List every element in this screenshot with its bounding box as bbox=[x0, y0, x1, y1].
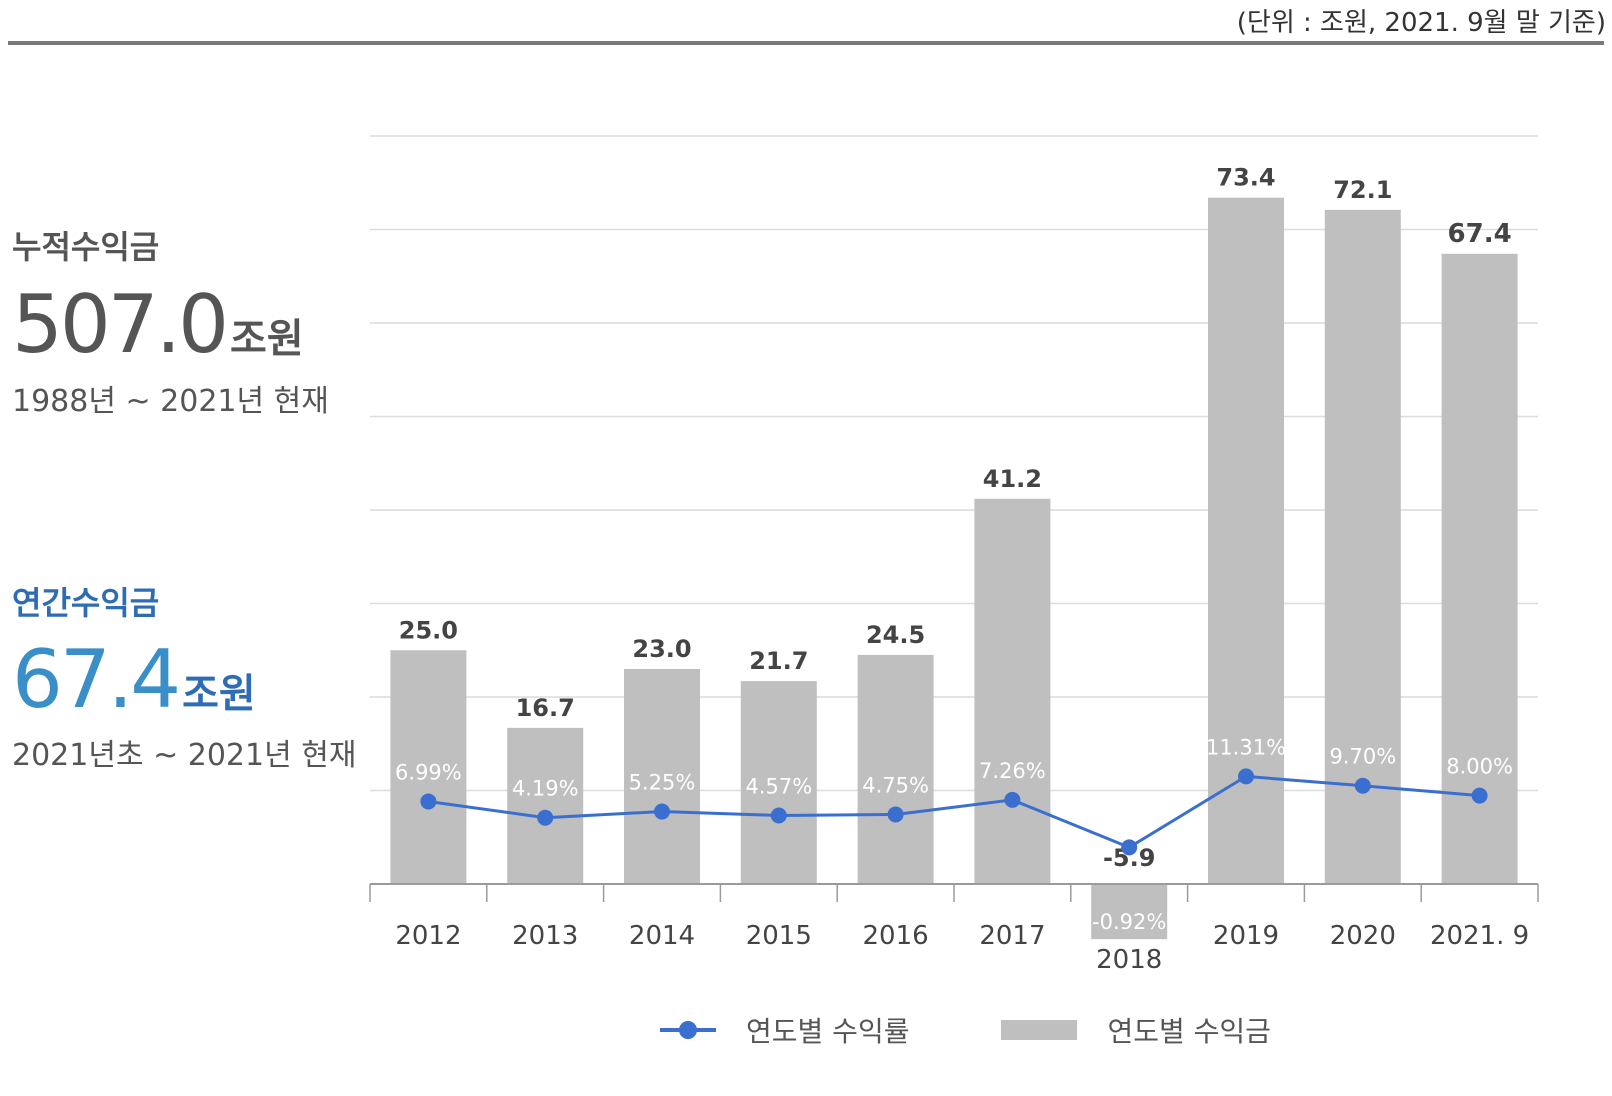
x-tick-label: 2019 bbox=[1213, 921, 1279, 951]
bar bbox=[390, 650, 467, 884]
rate-value-label: 6.99% bbox=[395, 760, 462, 784]
bar-value-label: 73.4 bbox=[1216, 164, 1275, 192]
rate-value-label: 4.57% bbox=[745, 774, 812, 798]
cumulative-unit: 조원 bbox=[230, 316, 304, 362]
rate-point bbox=[1238, 768, 1254, 785]
cumulative-label: 누적수익금 bbox=[12, 228, 160, 266]
rate-value-label: 9.70% bbox=[1329, 745, 1396, 769]
bar-value-label: 72.1 bbox=[1333, 176, 1392, 204]
bar-value-label: 25.0 bbox=[399, 616, 458, 644]
rate-value-label: 11.31% bbox=[1206, 735, 1286, 759]
x-tick-label: 2015 bbox=[746, 921, 812, 951]
rate-value-label: 7.26% bbox=[979, 759, 1046, 783]
bar bbox=[857, 654, 934, 884]
top-divider bbox=[8, 41, 1604, 45]
rate-point bbox=[1121, 839, 1138, 856]
cumulative-value: 507.0 조원 bbox=[12, 285, 304, 365]
rate-point bbox=[1471, 787, 1488, 804]
bar bbox=[624, 668, 700, 884]
rate-point bbox=[770, 807, 787, 824]
annual-unit: 조원 bbox=[182, 671, 256, 717]
bar bbox=[1324, 209, 1401, 885]
x-tick-label: 2014 bbox=[629, 921, 695, 951]
bar-series-swatch bbox=[1001, 1020, 1078, 1040]
bar-value-label: 41.2 bbox=[983, 465, 1042, 493]
bar bbox=[1441, 253, 1518, 884]
x-tick-label: 2012 bbox=[395, 921, 461, 951]
legend-item-rate: 연도별 수익률 bbox=[660, 1010, 909, 1050]
rate-value-label: 4.75% bbox=[862, 773, 929, 797]
rate-value-label: -0.92% bbox=[1092, 910, 1166, 934]
x-tick-label: 2013 bbox=[512, 921, 578, 951]
rate-point bbox=[1354, 777, 1371, 794]
unit-note: (단위 : 조원, 2021. 9월 말 기준) bbox=[1236, 8, 1606, 38]
bar bbox=[974, 498, 1051, 884]
line-series-swatch bbox=[660, 1021, 716, 1039]
bar-value-label: 21.7 bbox=[749, 647, 808, 675]
cumulative-amount: 507.0 bbox=[12, 278, 229, 371]
chart-legend: 연도별 수익률 연도별 수익금 bbox=[660, 1010, 1363, 1050]
rate-value-label: 8.00% bbox=[1446, 755, 1513, 779]
rate-line bbox=[428, 774, 1480, 850]
rate-point bbox=[537, 809, 554, 826]
rate-value-label: 5.25% bbox=[629, 771, 696, 795]
bar bbox=[1091, 884, 1168, 940]
bar-value-label: 67.4 bbox=[1448, 219, 1512, 249]
annual-value: 67.4 조원 bbox=[12, 640, 256, 720]
x-tick-label: 2020 bbox=[1330, 921, 1396, 951]
rate-value-label: 4.19% bbox=[512, 777, 579, 801]
x-tick-label: 2017 bbox=[979, 921, 1045, 951]
bar bbox=[507, 727, 584, 884]
annual-amount: 67.4 bbox=[12, 633, 181, 726]
legend-label-rate: 연도별 수익률 bbox=[746, 1015, 910, 1048]
bar-value-label: 23.0 bbox=[632, 635, 691, 663]
annual-range: 2021년초 ~ 2021년 현재 bbox=[12, 738, 357, 773]
rate-point bbox=[420, 793, 437, 810]
rate-point bbox=[1004, 791, 1021, 808]
bar-value-label: 16.7 bbox=[516, 694, 575, 722]
x-tick-label: 2016 bbox=[863, 921, 929, 951]
x-tick-label: 2018 bbox=[1096, 945, 1162, 975]
legend-label-profit: 연도별 수익금 bbox=[1107, 1015, 1271, 1048]
rate-point bbox=[654, 803, 670, 820]
legend-item-profit: 연도별 수익금 bbox=[1001, 1010, 1271, 1050]
bar-value-label: 24.5 bbox=[866, 621, 925, 649]
annual-label: 연간수익금 bbox=[12, 584, 160, 622]
x-tick-label: 2021. 9 bbox=[1430, 921, 1529, 951]
rate-point bbox=[887, 806, 904, 823]
cumulative-range: 1988년 ~ 2021년 현재 bbox=[12, 384, 329, 419]
bar bbox=[740, 681, 817, 884]
